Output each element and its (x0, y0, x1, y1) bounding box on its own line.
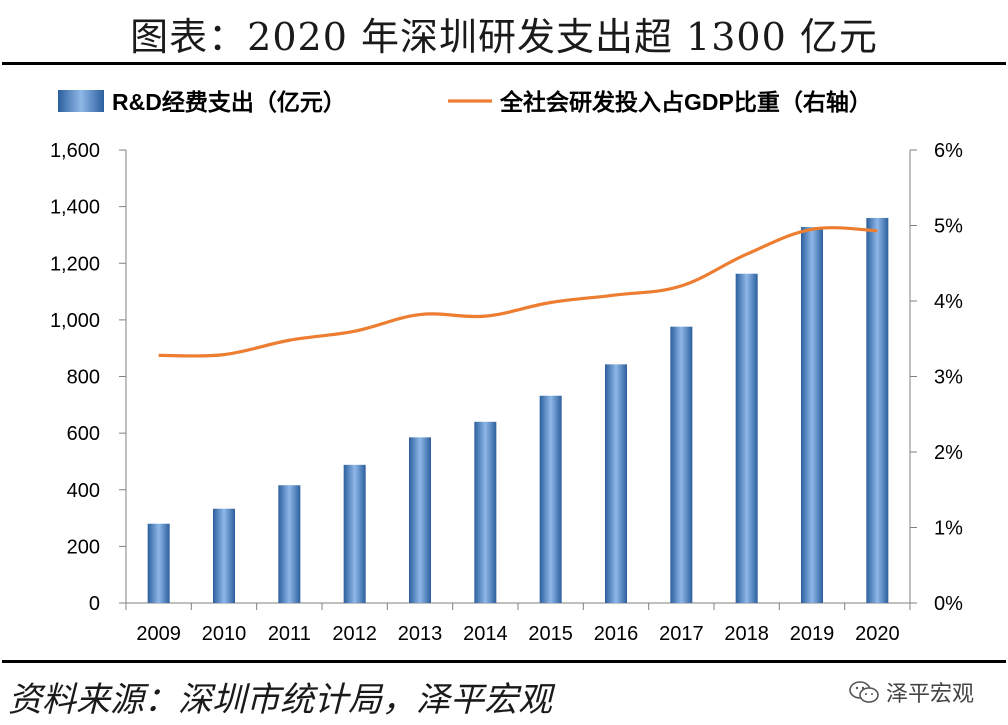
legend: R&D经费支出（亿元） 全社会研发投入占GDP比重（右轴） (58, 89, 872, 115)
bar (670, 326, 693, 603)
x-tick-label: 2017 (659, 623, 704, 645)
left-tick-label: 0 (89, 593, 100, 615)
left-tick-label: 1,400 (50, 197, 100, 219)
right-tick-label: 2% (934, 442, 963, 464)
bar (409, 437, 431, 603)
bar (866, 217, 889, 603)
left-tick-label: 400 (67, 480, 100, 502)
right-tick-label: 5% (934, 216, 963, 238)
bottom-rule (2, 660, 1006, 663)
legend-line-label: 全社会研发投入占GDP比重（右轴） (499, 89, 872, 115)
combo-chart: R&D经费支出（亿元） 全社会研发投入占GDP比重（右轴） 0 200 400 600 8… (50, 89, 963, 645)
left-tick-label: 1,200 (50, 253, 100, 275)
right-tick-label: 6% (934, 140, 963, 162)
bar (343, 464, 366, 603)
right-tick-label: 1% (934, 518, 963, 540)
bar-series (147, 217, 889, 603)
gdp-share-line (158, 226, 878, 358)
line-series (158, 226, 878, 358)
x-tick-label: 2016 (594, 623, 639, 645)
right-tick-label: 0% (934, 593, 963, 615)
x-tick-label: 2020 (855, 623, 900, 645)
watermark: 泽平宏观 (848, 676, 974, 708)
x-tick-label: 2015 (528, 623, 573, 645)
source-note: 资料来源：深圳市统计局，泽平宏观 (8, 680, 552, 720)
left-tick-label: 1,000 (50, 310, 100, 332)
bar (801, 227, 823, 603)
left-tick-label: 800 (67, 367, 100, 389)
x-tick-label: 2012 (332, 623, 377, 645)
bar (147, 523, 170, 603)
bar (474, 421, 497, 603)
chart-title: 图表：2020 年深圳研发支出超 1300 亿元 (130, 15, 878, 59)
legend-bar-label: R&D经费支出（亿元） (112, 89, 346, 115)
axes: 0 200 400 600 800 1,000 1,200 1,400 1,600 0% 1% 2% 3… (50, 140, 963, 645)
wechat-icon (849, 681, 879, 703)
bar (539, 395, 562, 603)
x-tick-label: 2011 (268, 623, 311, 645)
bar (735, 273, 758, 603)
x-tick-label: 2013 (398, 623, 443, 645)
x-tick-label: 2009 (136, 623, 181, 645)
left-tick-label: 1,600 (50, 140, 100, 162)
top-rule (2, 62, 1006, 65)
x-tick-label: 2014 (463, 623, 508, 645)
left-tick-label: 200 (67, 536, 100, 558)
x-tick-label: 2019 (790, 623, 835, 645)
right-tick-label: 4% (934, 291, 963, 313)
watermark-text: 泽平宏观 (886, 682, 975, 707)
legend-bar-swatch (58, 90, 104, 112)
right-tick-label: 3% (934, 367, 963, 389)
bar (278, 485, 301, 603)
left-tick-label: 600 (67, 423, 100, 445)
x-tick-label: 2018 (724, 623, 769, 645)
bar (213, 508, 235, 603)
bar (605, 364, 627, 603)
x-tick-label: 2010 (202, 623, 247, 645)
